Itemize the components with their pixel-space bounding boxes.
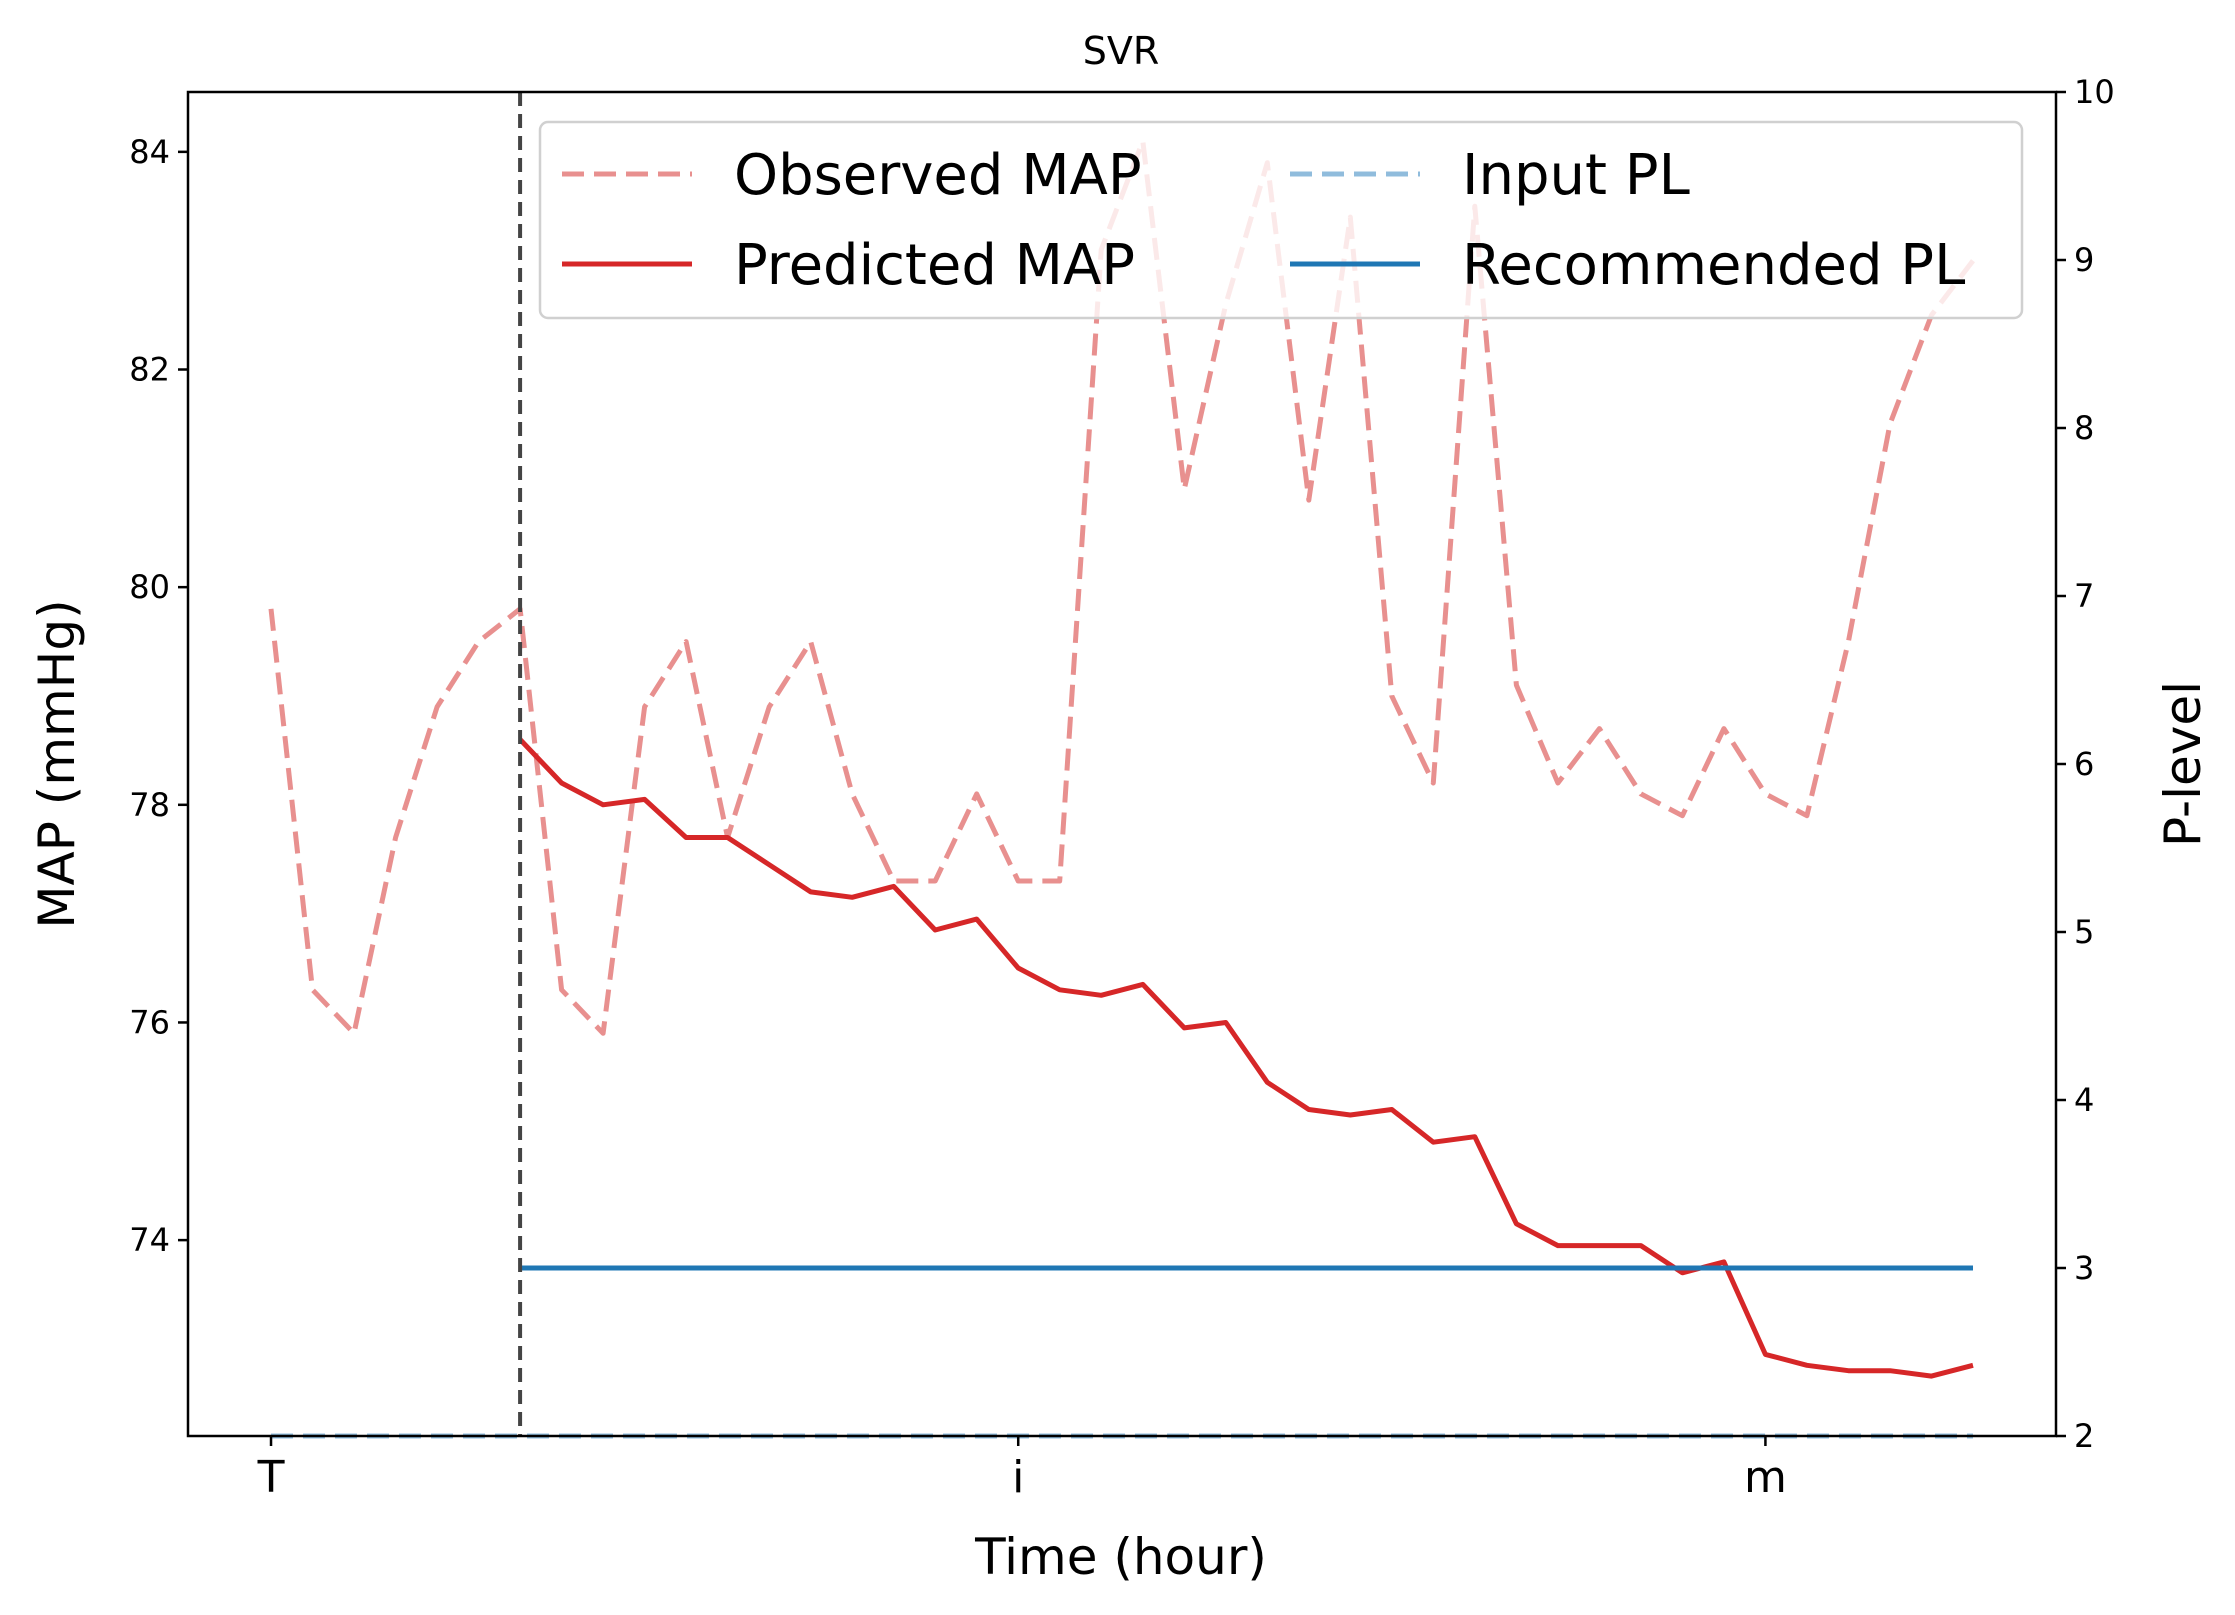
y-axis-title: MAP (mmHg): [28, 599, 86, 928]
chart-title: SVR: [1083, 29, 1160, 73]
series-line-predicted-map: [518, 737, 1974, 1379]
y2-tick-label: 8: [2074, 409, 2094, 447]
y2-axis-title: P-level: [2154, 681, 2212, 847]
legend-label-observed-map: Observed MAP: [734, 143, 1142, 208]
y-tick-label: 74: [129, 1221, 170, 1259]
y-tick-label: 78: [129, 786, 170, 824]
legend-label-predicted-map: Predicted MAP: [734, 233, 1135, 298]
legend-box: [538, 120, 2024, 320]
x-tick-label: T: [257, 1452, 285, 1503]
y2-tick-label: 3: [2074, 1249, 2094, 1287]
y2-tick-label: 6: [2074, 745, 2094, 783]
legend: Observed MAP Predicted MAP Input PL Recomme…: [538, 120, 2024, 320]
y-tick-label: 84: [129, 133, 170, 171]
y-tick-label: 82: [129, 351, 170, 389]
y2-tick-label: 7: [2074, 577, 2094, 615]
y2-tick-label: 10: [2074, 73, 2115, 111]
legend-label-input-pl: Input PL: [1462, 143, 1690, 208]
x-tick-label: m: [1744, 1452, 1787, 1503]
x-axis-title: Time (hour): [974, 1528, 1267, 1586]
legend-label-recommended-pl: Recommended PL: [1462, 233, 1965, 298]
y2-tick-label: 4: [2074, 1081, 2094, 1119]
y-tick-label: 80: [129, 568, 170, 606]
y2-tick-label: 5: [2074, 913, 2094, 951]
y-tick-label: 76: [129, 1003, 170, 1041]
y2-tick-label: 9: [2074, 241, 2094, 279]
x-tick-label: i: [1012, 1452, 1024, 1503]
y2-tick-label: 2: [2074, 1417, 2094, 1455]
